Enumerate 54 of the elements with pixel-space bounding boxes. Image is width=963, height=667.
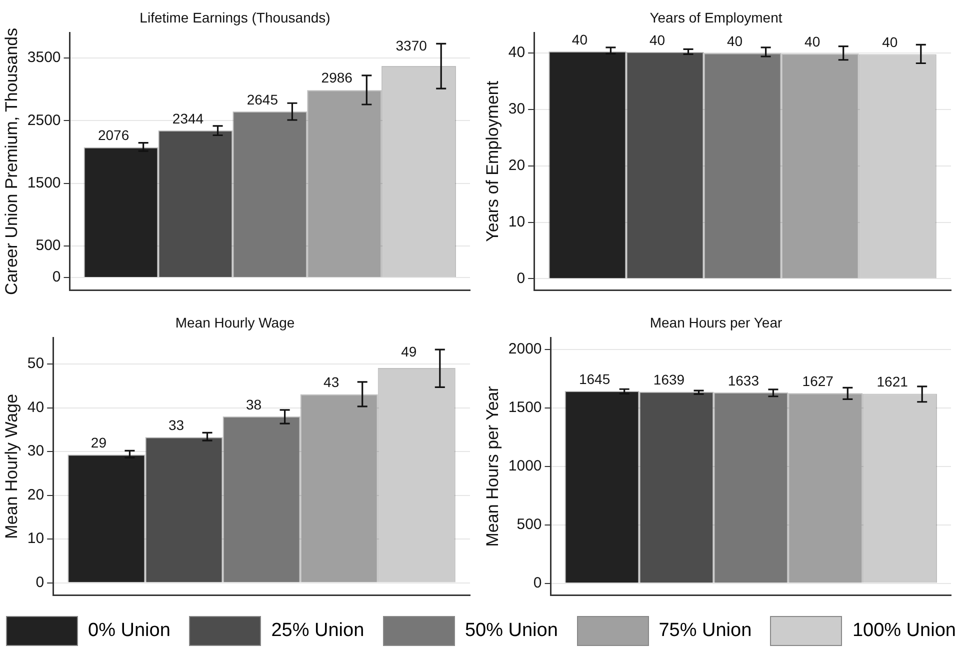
y-tick-label: 50 (27, 355, 44, 372)
data-label: 1627 (802, 372, 834, 389)
y-tick-label: 500 (36, 237, 61, 254)
y-tick-label: 3500 (27, 49, 61, 66)
data-label: 40 (572, 31, 588, 48)
data-label: 3370 (396, 38, 428, 54)
data-label: 2986 (321, 69, 353, 86)
data-label: 43 (324, 374, 340, 390)
legend-label: 0% Union (88, 620, 170, 642)
data-label: 1645 (578, 370, 610, 387)
y-tick-label: 10 (508, 213, 526, 230)
data-label: 2344 (172, 110, 204, 126)
y-tick-label: 0 (533, 574, 542, 592)
y-tick-label: 2500 (27, 112, 61, 129)
y-tick-label: 0 (516, 270, 526, 287)
chart-title: Lifetime Earnings (Thousands) (140, 9, 330, 26)
chart-title: Years of Employment (650, 9, 782, 26)
y-tick-label: 0 (52, 268, 61, 286)
y-tick-label: 20 (508, 157, 526, 174)
chart-title: Mean Hours per Year (650, 314, 782, 330)
data-label: 33 (168, 416, 184, 433)
y-tick-label: 0 (36, 574, 44, 591)
y-axis-title: Career Union Premium, Thousands (2, 28, 21, 295)
legend-label: 50% Union (464, 620, 558, 642)
y-tick-label: 500 (516, 516, 542, 533)
y-axis-title: Mean Hours per Year (482, 386, 502, 547)
y-tick-label: 30 (508, 100, 526, 118)
data-label: 2076 (98, 127, 130, 144)
y-axis-title: Years of Employment (482, 80, 502, 242)
data-label: 49 (401, 343, 417, 360)
data-label: 1621 (876, 374, 908, 390)
y-tick-label: 10 (27, 530, 44, 548)
chart-title: Mean Hourly Wage (175, 314, 295, 330)
y-tick-label: 1500 (27, 174, 61, 192)
data-label: 1633 (728, 372, 760, 388)
y-tick-label: 20 (27, 486, 44, 504)
data-label: 40 (649, 32, 666, 48)
data-label: 29 (90, 434, 107, 450)
legend-label: 75% Union (658, 620, 752, 642)
y-tick-label: 1500 (508, 399, 542, 416)
y-tick-label: 30 (27, 442, 44, 460)
y-tick-label: 2000 (508, 340, 542, 358)
y-axis-title: Mean Hourly Wage (2, 394, 21, 539)
data-label: 2645 (246, 91, 278, 108)
data-label: 1639 (653, 372, 685, 388)
y-tick-label: 1000 (508, 458, 542, 475)
y-tick-label: 40 (508, 44, 526, 62)
data-label: 40 (882, 34, 898, 50)
data-label: 38 (246, 396, 262, 412)
y-tick-label: 40 (27, 398, 44, 416)
legend-label: 100% Union (852, 620, 956, 642)
legend-label: 25% Union (271, 620, 364, 642)
data-label: 40 (727, 32, 743, 49)
data-label: 40 (804, 34, 820, 50)
